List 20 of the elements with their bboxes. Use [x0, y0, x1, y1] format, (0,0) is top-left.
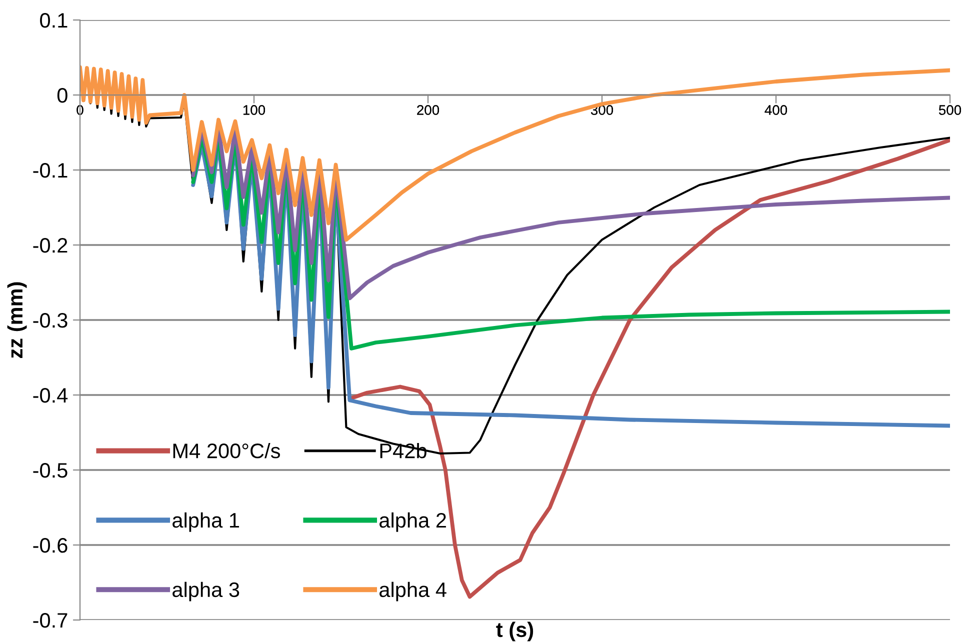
legend-label: alpha 3	[172, 582, 240, 602]
x-tick-label: 100	[243, 105, 266, 115]
x-tick-label: 400	[764, 105, 788, 115]
y-tick-label: -0.5	[33, 463, 68, 478]
y-tick-label: -0.4	[33, 388, 68, 403]
y-axis-title: zz (mm)	[7, 282, 27, 358]
y-tick-label: -0.7	[33, 613, 68, 628]
x-tick-label: 500	[938, 105, 962, 115]
legend-label: alpha 4	[380, 582, 446, 602]
y-tick-label: -0.6	[33, 538, 68, 553]
x-axis-title: t (s)	[496, 622, 534, 642]
legend-label: alpha 2	[380, 512, 446, 532]
y-tick-label: -0.2	[33, 238, 68, 253]
y-tick-label: 0.1	[40, 13, 68, 28]
legend-label: alpha 1	[172, 512, 239, 532]
y-tick-label: 0	[57, 88, 68, 103]
x-tick-label: 200	[417, 105, 440, 115]
legend-label: M4 200°C/s	[173, 442, 280, 458]
y-tick-label: -0.3	[33, 313, 68, 328]
y-tick-label: -0.1	[33, 163, 68, 178]
